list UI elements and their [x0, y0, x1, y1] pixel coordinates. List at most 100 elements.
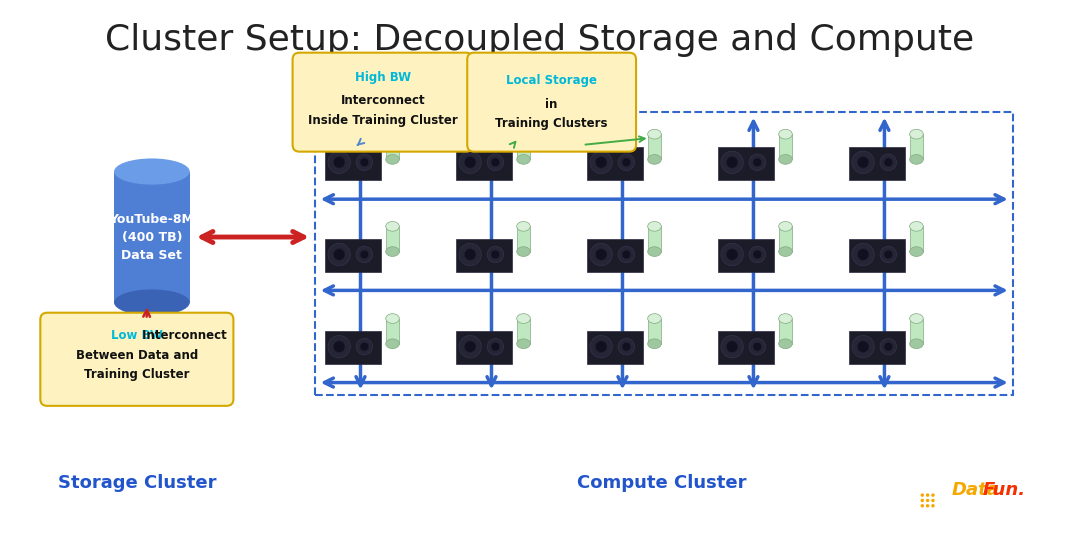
Circle shape — [852, 151, 874, 174]
Circle shape — [622, 158, 631, 167]
Circle shape — [487, 246, 503, 263]
Circle shape — [753, 342, 761, 351]
Circle shape — [880, 339, 896, 355]
Circle shape — [926, 493, 930, 497]
Circle shape — [328, 151, 350, 174]
Circle shape — [334, 341, 345, 353]
Circle shape — [753, 158, 761, 167]
Circle shape — [487, 154, 503, 170]
Circle shape — [595, 156, 607, 168]
Text: Training Cluster: Training Cluster — [84, 368, 190, 381]
Circle shape — [883, 342, 893, 351]
Circle shape — [360, 158, 368, 167]
Polygon shape — [909, 226, 923, 252]
FancyBboxPatch shape — [468, 52, 636, 151]
Circle shape — [852, 243, 874, 266]
Ellipse shape — [648, 247, 661, 256]
Text: Between Data and: Between Data and — [76, 349, 198, 362]
Ellipse shape — [516, 155, 530, 164]
Polygon shape — [909, 134, 923, 160]
Circle shape — [721, 243, 743, 266]
FancyBboxPatch shape — [456, 239, 512, 272]
Polygon shape — [516, 319, 530, 344]
FancyBboxPatch shape — [456, 331, 512, 364]
Text: Data: Data — [951, 481, 999, 499]
FancyBboxPatch shape — [325, 239, 381, 272]
Text: Interconnect: Interconnect — [340, 94, 426, 107]
Ellipse shape — [648, 155, 661, 164]
Circle shape — [858, 249, 869, 260]
Circle shape — [883, 250, 893, 259]
FancyBboxPatch shape — [40, 313, 233, 406]
Ellipse shape — [516, 247, 530, 256]
Text: Compute Cluster: Compute Cluster — [577, 473, 746, 492]
Text: Training Clusters: Training Clusters — [496, 117, 608, 130]
Circle shape — [883, 158, 893, 167]
Circle shape — [464, 341, 476, 353]
Text: Interconnect: Interconnect — [138, 329, 227, 342]
Circle shape — [491, 342, 500, 351]
Circle shape — [852, 335, 874, 358]
Ellipse shape — [779, 314, 793, 324]
Circle shape — [356, 339, 373, 355]
FancyBboxPatch shape — [456, 147, 512, 180]
Circle shape — [328, 335, 350, 358]
Circle shape — [920, 504, 924, 507]
Circle shape — [328, 243, 350, 266]
Text: in: in — [545, 97, 558, 110]
Ellipse shape — [909, 314, 923, 324]
Circle shape — [726, 156, 738, 168]
Circle shape — [360, 250, 368, 259]
Ellipse shape — [909, 247, 923, 256]
Ellipse shape — [909, 339, 923, 348]
Circle shape — [726, 341, 738, 353]
Circle shape — [622, 250, 631, 259]
FancyBboxPatch shape — [586, 239, 643, 272]
FancyBboxPatch shape — [293, 52, 473, 151]
Polygon shape — [516, 134, 530, 160]
Ellipse shape — [516, 314, 530, 324]
Circle shape — [721, 335, 743, 358]
Circle shape — [750, 246, 766, 263]
Circle shape — [721, 151, 743, 174]
Ellipse shape — [386, 155, 400, 164]
Text: Inside Training Cluster: Inside Training Cluster — [308, 114, 458, 127]
Circle shape — [618, 246, 635, 263]
Ellipse shape — [386, 221, 400, 231]
Circle shape — [931, 499, 934, 502]
FancyBboxPatch shape — [586, 147, 643, 180]
Ellipse shape — [648, 339, 661, 348]
Circle shape — [753, 250, 761, 259]
Polygon shape — [779, 134, 793, 160]
Circle shape — [858, 156, 869, 168]
Polygon shape — [648, 134, 661, 160]
Circle shape — [880, 154, 896, 170]
Circle shape — [590, 151, 612, 174]
Circle shape — [750, 339, 766, 355]
Polygon shape — [386, 226, 400, 252]
Circle shape — [618, 339, 635, 355]
Text: Local Storage: Local Storage — [507, 74, 597, 87]
Circle shape — [590, 243, 612, 266]
Circle shape — [926, 504, 930, 507]
Polygon shape — [779, 319, 793, 344]
Ellipse shape — [909, 129, 923, 139]
Circle shape — [595, 249, 607, 260]
Circle shape — [858, 341, 869, 353]
FancyBboxPatch shape — [717, 239, 774, 272]
FancyBboxPatch shape — [586, 331, 643, 364]
Polygon shape — [909, 319, 923, 344]
FancyBboxPatch shape — [849, 147, 905, 180]
Circle shape — [356, 154, 373, 170]
Text: Fun.: Fun. — [983, 481, 1026, 499]
Ellipse shape — [114, 159, 190, 184]
Ellipse shape — [386, 314, 400, 324]
Circle shape — [491, 158, 500, 167]
Text: Cluster Setup: Decoupled Storage and Compute: Cluster Setup: Decoupled Storage and Com… — [106, 23, 974, 57]
Circle shape — [595, 341, 607, 353]
Text: YouTube-8M
(400 TB)
Data Set: YouTube-8M (400 TB) Data Set — [109, 213, 194, 261]
Ellipse shape — [648, 129, 661, 139]
Ellipse shape — [779, 129, 793, 139]
Polygon shape — [386, 319, 400, 344]
Ellipse shape — [779, 221, 793, 231]
